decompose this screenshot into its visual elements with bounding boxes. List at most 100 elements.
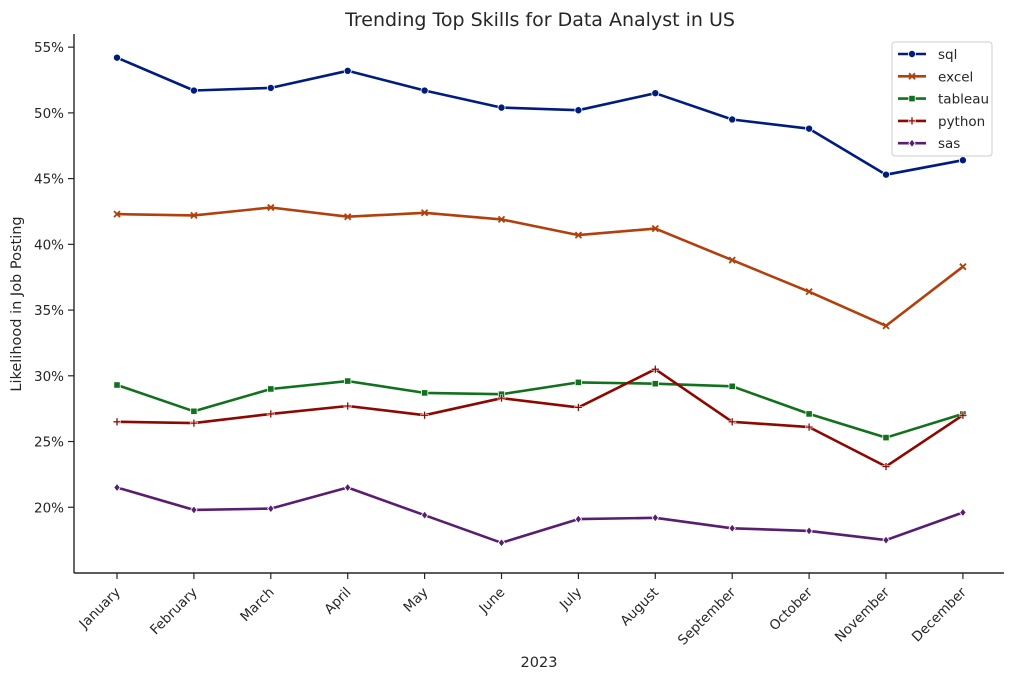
legend-label: python (938, 114, 985, 130)
data-point-sas (267, 503, 275, 514)
data-point-sas (728, 523, 736, 533)
data-point-sql (805, 124, 814, 133)
series-sas (113, 482, 967, 548)
data-point-tableau (344, 377, 352, 385)
data-point-tableau (805, 410, 813, 418)
y-tick-label: 40% (34, 237, 64, 253)
legend-label: sas (938, 136, 960, 152)
x-tick-label: February (147, 585, 201, 639)
data-point-python (497, 394, 506, 403)
legend-marker (908, 72, 916, 80)
data-point-python (574, 403, 583, 412)
y-tick-label: 20% (34, 500, 64, 516)
legend: sql excel tableau python sas (891, 41, 993, 157)
data-point-sql (189, 86, 198, 95)
y-tick-label: 55% (34, 40, 64, 56)
data-point-python (113, 417, 121, 426)
y-tick-label: 35% (34, 303, 64, 319)
data-point-sas (343, 482, 352, 493)
axes: 20% 25% 30% 35% 40% 45% 50% 55% January February M… (34, 34, 1004, 649)
data-point-excel (805, 288, 813, 296)
x-axis-label: 2023 (521, 655, 558, 671)
data-point-sas (882, 535, 890, 545)
legend-marker (908, 50, 917, 59)
data-point-tableau (574, 378, 583, 386)
data-point-sas (651, 513, 660, 523)
data-point-tableau (728, 382, 736, 390)
data-point-sql (651, 89, 660, 98)
x-tick-label: April (321, 585, 354, 618)
x-tick-label: September (675, 584, 739, 648)
x-tick-label: December (909, 584, 970, 645)
series-line-sas (115, 486, 965, 545)
series-line-tableau (115, 379, 965, 439)
data-point-sas (420, 510, 429, 520)
data-point-tableau (190, 407, 198, 415)
data-point-excel (651, 224, 659, 233)
data-point-sas (113, 482, 121, 493)
x-tick-label: June (476, 585, 509, 618)
data-point-sql (728, 115, 737, 124)
x-tick-label: October (766, 584, 816, 634)
data-point-tableau (113, 381, 121, 389)
legend-item-excel: excel (898, 69, 973, 85)
legend-label: excel (938, 69, 973, 85)
legend-label: sql (938, 47, 957, 63)
data-point-python (728, 417, 737, 426)
series-tableau (113, 377, 967, 442)
data-point-sas (959, 507, 967, 518)
data-point-tableau (420, 389, 429, 397)
series-line-sql (115, 56, 965, 176)
data-point-python (420, 411, 429, 420)
data-point-excel (959, 263, 967, 271)
data-point-sas (497, 538, 506, 548)
series-line-excel (115, 206, 965, 328)
data-point-excel (497, 215, 506, 223)
series-python (113, 365, 967, 471)
chart-title: Trending Top Skills for Data Analyst in … (344, 9, 735, 31)
x-tick-label: January (76, 585, 124, 633)
data-point-python (343, 402, 352, 411)
legend-label: tableau (938, 92, 989, 108)
series-layer (113, 53, 967, 548)
data-point-python (805, 423, 814, 432)
y-tick-label: 30% (34, 369, 64, 385)
legend-marker (908, 138, 916, 148)
data-point-tableau (882, 433, 890, 442)
data-point-excel (728, 256, 736, 264)
data-point-tableau (267, 385, 275, 393)
x-tick-label: March (237, 585, 277, 625)
data-point-python (266, 409, 275, 418)
x-tick-label: May (400, 585, 431, 616)
data-point-excel (190, 211, 198, 220)
data-point-excel (420, 209, 429, 217)
legend-item-python: python (898, 114, 985, 130)
data-point-sql (266, 83, 275, 92)
y-tick-label: 45% (34, 172, 64, 188)
y-tick-label: 25% (34, 435, 64, 451)
data-point-excel (344, 213, 352, 221)
data-point-excel (574, 231, 583, 239)
data-point-sql (574, 106, 583, 115)
data-point-excel (113, 210, 121, 218)
data-point-sql (113, 53, 122, 62)
data-point-excel (882, 322, 890, 330)
data-point-excel (267, 203, 275, 212)
y-tick-label: 50% (34, 106, 64, 122)
data-point-sas (190, 505, 198, 515)
data-point-python (882, 462, 890, 471)
y-axis-label: Likelihood in Job Posting (9, 216, 25, 391)
legend-frame (891, 41, 993, 157)
legend-item-tableau: tableau (898, 92, 989, 108)
series-excel (113, 203, 967, 330)
x-tick-label: November (832, 584, 893, 645)
data-point-sas (805, 526, 813, 536)
data-point-sql (343, 66, 352, 75)
legend-marker (908, 116, 916, 125)
data-point-python (958, 411, 967, 420)
data-point-tableau (651, 380, 659, 388)
series-line-python (115, 367, 965, 468)
data-point-python (189, 419, 198, 428)
series-sql (113, 53, 967, 179)
